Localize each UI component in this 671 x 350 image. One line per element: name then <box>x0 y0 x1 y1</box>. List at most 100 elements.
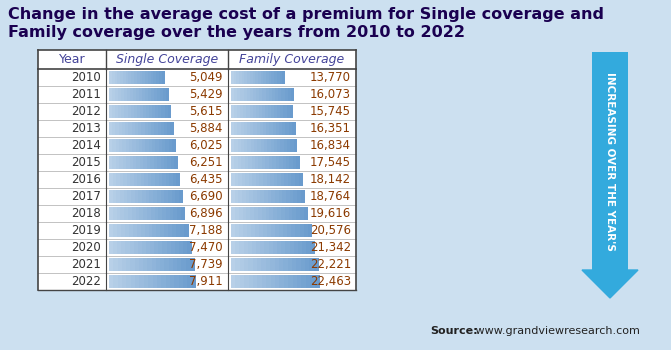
Bar <box>282 122 286 135</box>
Bar <box>289 207 293 220</box>
Bar <box>38 273 356 290</box>
Bar <box>149 139 152 152</box>
Bar <box>244 258 249 271</box>
Bar <box>181 258 186 271</box>
Bar <box>113 190 117 203</box>
Bar <box>158 105 162 118</box>
Bar <box>248 241 252 254</box>
Bar <box>248 139 251 152</box>
Bar <box>148 275 153 288</box>
Bar <box>244 105 247 118</box>
Bar <box>156 139 159 152</box>
Bar <box>264 139 268 152</box>
Bar <box>283 105 287 118</box>
Bar <box>231 258 236 271</box>
Text: Family Coverage: Family Coverage <box>240 53 345 66</box>
Bar <box>113 224 117 237</box>
Bar <box>125 241 130 254</box>
Text: Source:: Source: <box>430 326 478 336</box>
Bar <box>165 139 169 152</box>
Bar <box>250 71 253 84</box>
Bar <box>268 105 272 118</box>
Bar <box>133 156 137 169</box>
Bar <box>131 105 134 118</box>
Bar <box>133 224 137 237</box>
Bar <box>265 105 268 118</box>
Bar <box>123 71 126 84</box>
Bar <box>152 139 156 152</box>
Bar <box>130 88 134 101</box>
Text: 17,545: 17,545 <box>310 156 351 169</box>
Bar <box>161 122 164 135</box>
Bar <box>266 275 271 288</box>
Bar <box>113 275 118 288</box>
Bar <box>132 207 136 220</box>
Bar <box>248 275 254 288</box>
Text: 2016: 2016 <box>71 173 101 186</box>
Text: 18,142: 18,142 <box>310 173 351 186</box>
Bar <box>150 190 154 203</box>
Bar <box>270 207 274 220</box>
Bar <box>264 190 268 203</box>
Bar <box>159 139 162 152</box>
Text: 5,615: 5,615 <box>189 105 223 118</box>
Bar <box>112 105 115 118</box>
Bar <box>279 224 284 237</box>
Bar <box>122 139 126 152</box>
Text: 5,049: 5,049 <box>189 71 223 84</box>
Bar <box>38 86 356 103</box>
Bar <box>258 71 261 84</box>
Bar <box>293 275 297 288</box>
Bar <box>299 224 304 237</box>
Bar <box>256 105 259 118</box>
Bar <box>164 258 169 271</box>
Bar <box>245 173 249 186</box>
Bar <box>162 241 167 254</box>
Bar <box>174 156 178 169</box>
Bar <box>142 241 146 254</box>
Bar <box>115 71 118 84</box>
Bar <box>244 275 249 288</box>
Text: 13,770: 13,770 <box>310 71 351 84</box>
Text: 18,764: 18,764 <box>310 190 351 203</box>
Bar <box>294 241 299 254</box>
Bar <box>136 88 140 101</box>
Bar <box>150 156 154 169</box>
Bar <box>134 241 138 254</box>
Text: 16,351: 16,351 <box>310 122 351 135</box>
Bar <box>592 52 628 270</box>
Bar <box>118 105 122 118</box>
Bar <box>168 139 172 152</box>
Bar <box>187 241 192 254</box>
Bar <box>285 207 289 220</box>
Bar <box>231 241 236 254</box>
Bar <box>154 88 157 101</box>
Bar <box>168 156 171 169</box>
Bar <box>38 120 356 137</box>
Text: 7,470: 7,470 <box>189 241 223 254</box>
Bar <box>252 71 256 84</box>
Bar <box>289 241 294 254</box>
Bar <box>144 122 148 135</box>
Bar <box>121 224 125 237</box>
Bar <box>234 88 238 101</box>
Bar <box>113 258 118 271</box>
Bar <box>164 105 168 118</box>
Bar <box>278 190 283 203</box>
Bar <box>109 105 113 118</box>
Bar <box>135 122 139 135</box>
Bar <box>263 122 267 135</box>
Bar <box>302 241 307 254</box>
Bar <box>115 105 119 118</box>
Bar <box>267 139 271 152</box>
Bar <box>38 154 356 171</box>
Bar <box>141 224 145 237</box>
Bar <box>141 173 145 186</box>
Bar <box>129 139 133 152</box>
Bar <box>256 88 260 101</box>
Bar <box>256 241 261 254</box>
Bar <box>179 241 183 254</box>
Bar <box>276 156 280 169</box>
Bar <box>286 190 291 203</box>
Text: 7,739: 7,739 <box>189 258 223 271</box>
